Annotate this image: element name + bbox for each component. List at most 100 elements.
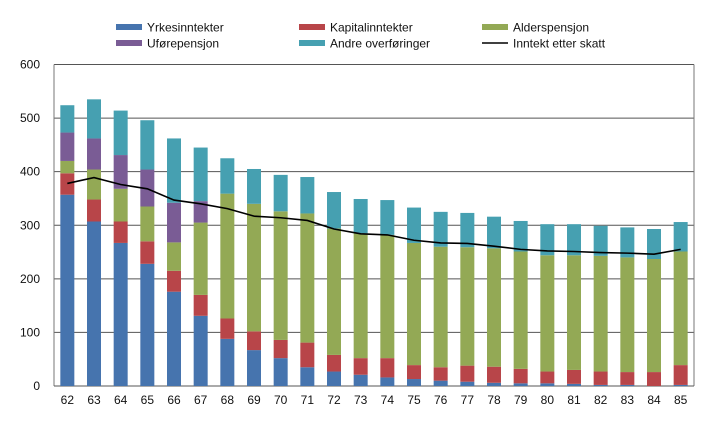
bar-segment-alderspensjon-84 bbox=[647, 259, 661, 373]
x-tick-label: 71 bbox=[301, 393, 315, 407]
bar-segment-yrkesinntekter-73 bbox=[353, 374, 368, 386]
bar-segment-yrkesinntekter-75 bbox=[407, 379, 421, 386]
bar-segment-andre-overf-ringer-68 bbox=[220, 158, 235, 194]
bar-segment-kapitalinntekter-75 bbox=[407, 365, 421, 380]
bar-segment-kapitalinntekter-82 bbox=[593, 371, 608, 385]
x-tick-label: 64 bbox=[114, 393, 128, 407]
bar-segment-andre-overf-ringer-69 bbox=[247, 168, 261, 204]
bar-segment-andre-overf-ringer-80 bbox=[540, 224, 555, 256]
x-tick-label: 63 bbox=[87, 393, 101, 407]
bar-segment-alderspensjon-85 bbox=[673, 251, 688, 366]
bar-segment-andre-overf-ringer-85 bbox=[673, 222, 688, 252]
bar-segment-alderspensjon-76 bbox=[433, 246, 448, 368]
bar-segment-alderspensjon-73 bbox=[353, 233, 368, 359]
legend-label: Kapitalinntekter bbox=[330, 21, 413, 35]
bar-segment-yrkesinntekter-85 bbox=[673, 384, 688, 386]
bar-segment-kapitalinntekter-68 bbox=[220, 318, 235, 339]
x-tick-label: 75 bbox=[407, 393, 421, 407]
bar-segment-andre-overf-ringer-84 bbox=[647, 229, 661, 260]
bar-segment-uf-repensjon-66 bbox=[167, 202, 181, 243]
y-tick-label: 100 bbox=[20, 325, 40, 339]
legend-label: Uførepensjon bbox=[147, 37, 219, 51]
x-tick-label: 66 bbox=[167, 393, 181, 407]
bar-segment-yrkesinntekter-69 bbox=[247, 350, 261, 386]
legend-swatch bbox=[482, 24, 508, 30]
bar-segment-kapitalinntekter-80 bbox=[540, 371, 555, 384]
bar-segment-yrkesinntekter-63 bbox=[87, 221, 101, 386]
bar-segment-alderspensjon-77 bbox=[460, 247, 475, 366]
bar-segment-kapitalinntekter-67 bbox=[193, 294, 208, 316]
bar-segment-kapitalinntekter-83 bbox=[620, 372, 635, 385]
bar-segment-andre-overf-ringer-71 bbox=[300, 177, 315, 214]
x-tick-label: 70 bbox=[274, 393, 288, 407]
bar-segment-andre-overf-ringer-72 bbox=[327, 192, 341, 229]
x-tick-label: 65 bbox=[141, 393, 155, 407]
x-tick-label: 79 bbox=[514, 393, 528, 407]
bar-segment-kapitalinntekter-70 bbox=[273, 339, 288, 359]
bar-segment-yrkesinntekter-68 bbox=[220, 338, 235, 386]
bar-segment-kapitalinntekter-76 bbox=[433, 367, 448, 381]
bar-segment-kapitalinntekter-74 bbox=[380, 358, 395, 378]
bar-segment-andre-overf-ringer-73 bbox=[353, 198, 368, 234]
bar-segment-kapitalinntekter-71 bbox=[300, 342, 315, 368]
bar-segment-kapitalinntekter-85 bbox=[673, 365, 688, 385]
bar-segment-kapitalinntekter-65 bbox=[140, 241, 155, 264]
bar-segment-yrkesinntekter-67 bbox=[193, 315, 208, 386]
x-tick-label: 85 bbox=[674, 393, 688, 407]
bar-segment-andre-overf-ringer-67 bbox=[193, 147, 208, 202]
x-tick-label: 68 bbox=[221, 393, 235, 407]
bar-segment-yrkesinntekter-74 bbox=[380, 377, 395, 386]
bar-segment-andre-overf-ringer-77 bbox=[460, 212, 475, 248]
bar-segment-uf-repensjon-62 bbox=[60, 132, 75, 161]
bar-segment-yrkesinntekter-65 bbox=[140, 263, 155, 386]
bar-segment-andre-overf-ringer-79 bbox=[513, 220, 528, 252]
bar-segment-andre-overf-ringer-70 bbox=[273, 174, 288, 212]
bar-segment-andre-overf-ringer-64 bbox=[113, 110, 128, 156]
bar-segment-kapitalinntekter-79 bbox=[513, 368, 528, 384]
bar-segment-yrkesinntekter-78 bbox=[487, 382, 501, 386]
bar-segment-yrkesinntekter-81 bbox=[567, 383, 581, 386]
bar-segment-yrkesinntekter-83 bbox=[620, 384, 635, 386]
bar-segment-yrkesinntekter-77 bbox=[460, 381, 475, 386]
bar-segment-kapitalinntekter-66 bbox=[167, 270, 181, 292]
x-tick-label: 82 bbox=[594, 393, 608, 407]
bar-segment-andre-overf-ringer-82 bbox=[593, 225, 608, 256]
bar-segment-andre-overf-ringer-78 bbox=[487, 216, 501, 249]
x-tick-label: 62 bbox=[61, 393, 75, 407]
bar-segment-yrkesinntekter-80 bbox=[540, 383, 555, 386]
bar-segment-yrkesinntekter-79 bbox=[513, 383, 528, 386]
bar-segment-kapitalinntekter-69 bbox=[247, 331, 261, 351]
bar-segment-yrkesinntekter-76 bbox=[433, 380, 448, 386]
bar-segment-alderspensjon-75 bbox=[407, 242, 421, 366]
x-tick-label: 67 bbox=[194, 393, 208, 407]
bar-segment-uf-repensjon-63 bbox=[87, 138, 101, 170]
legend-label: Yrkesinntekter bbox=[147, 21, 224, 35]
bar-segment-yrkesinntekter-62 bbox=[60, 194, 75, 386]
bar-segment-alderspensjon-81 bbox=[567, 255, 581, 370]
bar-segment-kapitalinntekter-63 bbox=[87, 199, 101, 222]
y-tick-label: 500 bbox=[20, 111, 40, 125]
bar-segment-alderspensjon-68 bbox=[220, 193, 235, 319]
bar-segment-alderspensjon-65 bbox=[140, 206, 155, 242]
bar-segment-alderspensjon-80 bbox=[540, 255, 555, 372]
legend-label: Inntekt etter skatt bbox=[513, 37, 606, 51]
bar-segment-alderspensjon-63 bbox=[87, 169, 101, 200]
bar-segment-alderspensjon-64 bbox=[113, 188, 128, 222]
y-tick-label: 0 bbox=[33, 379, 40, 393]
x-tick-label: 72 bbox=[327, 393, 341, 407]
bar-segment-alderspensjon-62 bbox=[60, 160, 75, 174]
bar-segment-yrkesinntekter-72 bbox=[327, 371, 341, 386]
bar-segment-yrkesinntekter-66 bbox=[167, 291, 181, 386]
y-tick-label: 300 bbox=[20, 218, 40, 232]
line-inntekt-etter-skatt bbox=[67, 176, 681, 255]
x-tick-label: 78 bbox=[487, 393, 501, 407]
bar-segment-kapitalinntekter-72 bbox=[327, 354, 341, 372]
x-tick-label: 73 bbox=[354, 393, 368, 407]
x-tick-label: 76 bbox=[434, 393, 448, 407]
bar-segment-yrkesinntekter-64 bbox=[113, 242, 128, 386]
legend-label: Alderspensjon bbox=[513, 21, 589, 35]
legend-label: Andre overføringer bbox=[330, 37, 430, 51]
legend-swatch bbox=[299, 24, 325, 30]
x-tick-label: 84 bbox=[647, 393, 661, 407]
bar-segment-andre-overf-ringer-75 bbox=[407, 207, 421, 243]
